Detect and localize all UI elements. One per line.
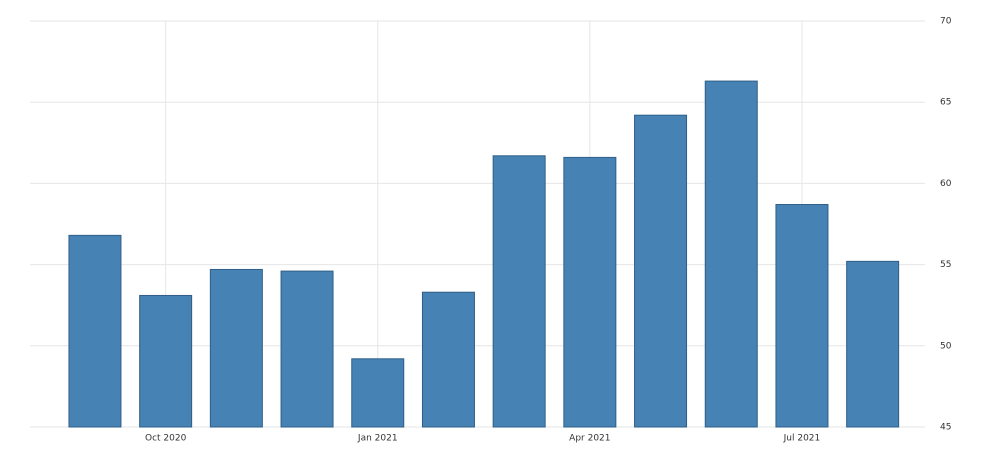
x-tick-label: Apr 2021 (569, 434, 610, 444)
bar (209, 268, 263, 428)
y-tick-label: 70 (940, 17, 952, 27)
y-tick-label: 55 (940, 260, 951, 270)
bar (68, 234, 122, 428)
bar (563, 156, 617, 428)
y-tick-label: 50 (940, 341, 952, 351)
bar (775, 204, 829, 428)
bar (139, 294, 193, 428)
bar (634, 114, 688, 428)
y-tick-label: 60 (940, 179, 952, 189)
x-tick-label: Oct 2020 (145, 434, 187, 444)
x-tick-label: Jul 2021 (783, 434, 821, 444)
bar (492, 155, 546, 428)
x-tick-label: Jan 2021 (357, 434, 398, 444)
y-tick-label: 45 (940, 423, 951, 433)
bar (351, 358, 405, 428)
y-tick-label: 65 (940, 98, 951, 108)
bar (280, 270, 334, 428)
bar (704, 80, 758, 428)
bar (421, 291, 475, 428)
bar (846, 260, 900, 428)
